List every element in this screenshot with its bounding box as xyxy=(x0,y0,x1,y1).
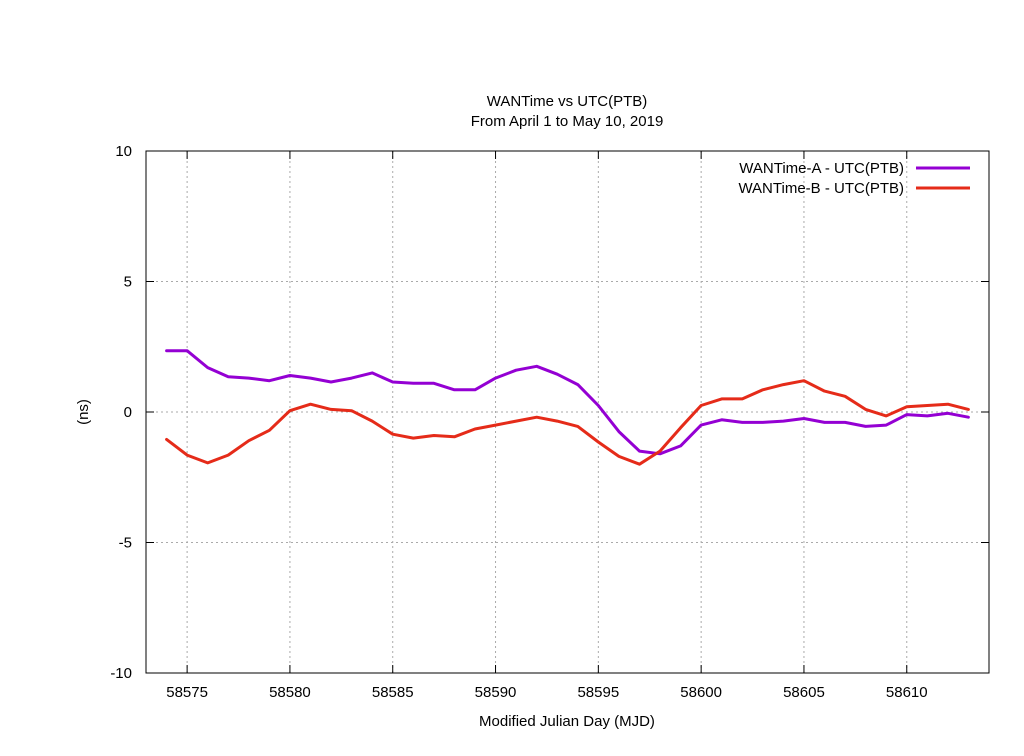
x-tick-label: 58575 xyxy=(166,684,208,701)
x-tick-label: 58605 xyxy=(783,684,825,701)
x-axis: 58575 58580 58585 58590 58595 58600 58605 58610 xyxy=(166,151,928,701)
y-tick-label: 10 xyxy=(115,143,132,160)
legend: WANTime-A - UTC(PTB) WANTime-B - UTC(PTB) xyxy=(738,160,970,197)
y-tick-label: 5 xyxy=(124,274,132,291)
legend-label: WANTime-A - UTC(PTB) xyxy=(739,160,904,177)
grid-lines xyxy=(146,151,989,673)
series-line-b xyxy=(165,379,970,466)
x-tick-label: 58595 xyxy=(577,684,619,701)
chart-title: WANTime vs UTC(PTB) xyxy=(487,93,648,110)
x-axis-label: Modified Julian Day (MJD) xyxy=(479,713,655,730)
x-tick-label: 58580 xyxy=(269,684,311,701)
y-axis-label: (ns) xyxy=(75,399,92,425)
legend-label: WANTime-B - UTC(PTB) xyxy=(738,180,904,197)
y-axis: 10 5 0 -5 -10 xyxy=(110,143,989,682)
x-tick-label: 58585 xyxy=(372,684,414,701)
series-line-a xyxy=(165,349,970,456)
x-tick-label: 58610 xyxy=(886,684,928,701)
y-tick-label: 0 xyxy=(124,404,132,421)
y-tick-label: -10 xyxy=(110,665,132,682)
x-tick-label: 58600 xyxy=(680,684,722,701)
chart-subtitle: From April 1 to May 10, 2019 xyxy=(471,113,664,130)
series-layer xyxy=(165,349,970,466)
y-tick-label: -5 xyxy=(119,535,132,552)
x-tick-label: 58590 xyxy=(475,684,517,701)
